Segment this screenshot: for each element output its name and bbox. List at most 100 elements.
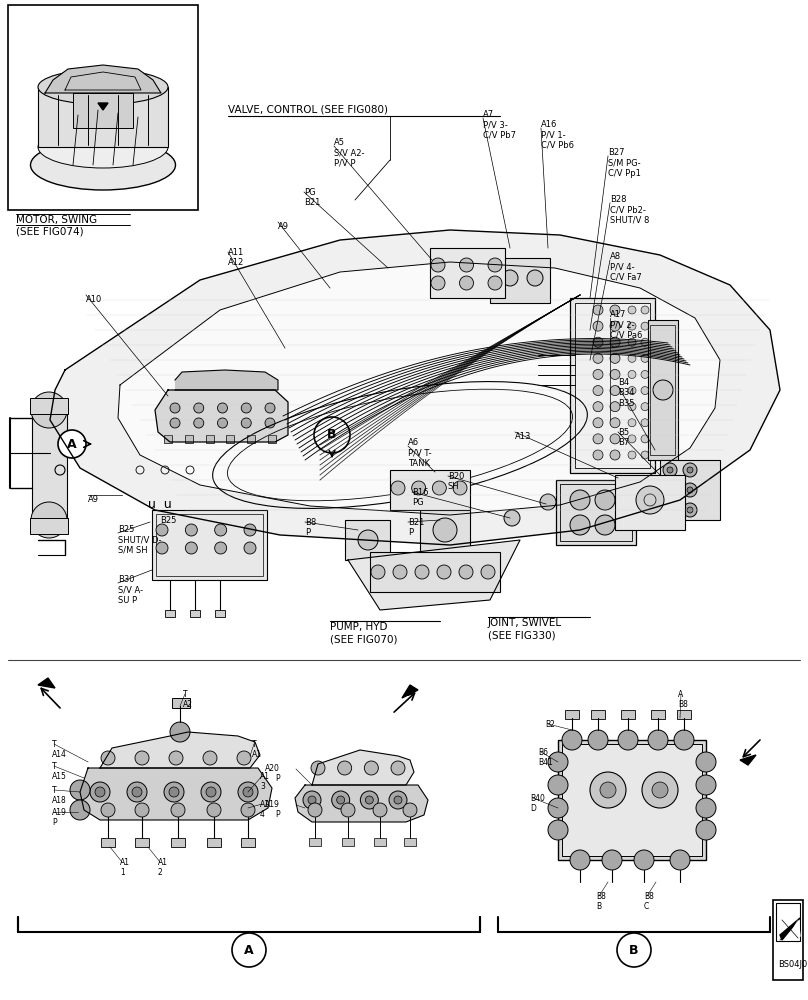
Circle shape (70, 780, 90, 800)
Text: B2: B2 (545, 720, 555, 729)
Circle shape (653, 380, 673, 400)
Circle shape (338, 761, 351, 775)
Circle shape (617, 933, 651, 967)
Text: A6
P/V T-
TANK: A6 P/V T- TANK (408, 438, 431, 468)
Circle shape (562, 730, 582, 750)
Circle shape (641, 451, 649, 459)
Polygon shape (100, 732, 260, 768)
Circle shape (135, 751, 149, 765)
Circle shape (459, 565, 473, 579)
Circle shape (610, 434, 620, 444)
Circle shape (634, 850, 654, 870)
Circle shape (241, 803, 255, 817)
Text: JOINT, SWIVEL: JOINT, SWIVEL (488, 618, 562, 628)
Text: B21
P: B21 P (408, 518, 424, 537)
Circle shape (460, 258, 473, 272)
Text: B16
PG: B16 PG (412, 488, 428, 507)
Circle shape (593, 337, 603, 347)
Circle shape (595, 490, 615, 510)
Text: u  u: u u (148, 498, 172, 511)
Bar (38, 87, 168, 147)
Circle shape (203, 751, 217, 765)
Circle shape (314, 417, 350, 453)
Polygon shape (295, 785, 428, 822)
Circle shape (696, 820, 716, 840)
Circle shape (217, 418, 228, 428)
Text: (SEE FIG070): (SEE FIG070) (330, 634, 398, 644)
Bar (565, 710, 579, 719)
Circle shape (242, 403, 251, 413)
Circle shape (593, 305, 603, 315)
Circle shape (628, 403, 636, 411)
Polygon shape (80, 768, 272, 820)
Ellipse shape (38, 70, 168, 104)
Circle shape (652, 782, 668, 798)
Circle shape (217, 403, 228, 413)
Circle shape (207, 803, 221, 817)
Circle shape (243, 787, 253, 797)
Text: T
A1: T A1 (252, 740, 262, 759)
Bar (558, 740, 706, 860)
Circle shape (365, 796, 373, 804)
Bar (560, 484, 632, 541)
Circle shape (610, 450, 620, 460)
Text: A5
S/V A2-
P/V P: A5 S/V A2- P/V P (334, 138, 364, 168)
Text: T
A18: T A18 (52, 786, 67, 805)
Polygon shape (98, 103, 108, 110)
Bar (404, 838, 416, 846)
Bar (172, 698, 190, 708)
Circle shape (641, 387, 649, 395)
Circle shape (610, 353, 620, 363)
Circle shape (265, 418, 275, 428)
Polygon shape (118, 262, 720, 515)
Polygon shape (175, 370, 278, 390)
Circle shape (431, 258, 445, 272)
Circle shape (641, 322, 649, 330)
Circle shape (169, 787, 179, 797)
Bar (570, 298, 655, 473)
Text: T
A15: T A15 (52, 762, 67, 781)
Bar (370, 552, 500, 592)
Text: (SEE FIG330): (SEE FIG330) (488, 630, 556, 640)
Circle shape (156, 524, 168, 536)
Bar (156, 514, 263, 576)
Bar (490, 258, 550, 303)
Circle shape (488, 258, 502, 272)
Text: A10: A10 (86, 295, 103, 304)
Bar (430, 248, 505, 298)
Circle shape (185, 542, 197, 554)
Circle shape (593, 353, 603, 363)
Text: A1
3: A1 3 (260, 772, 270, 791)
Circle shape (687, 507, 693, 513)
Text: B20
SH: B20 SH (448, 472, 465, 491)
Bar (420, 508, 470, 553)
Circle shape (641, 338, 649, 346)
Text: A
B8: A B8 (678, 690, 688, 709)
Text: A13: A13 (515, 432, 532, 441)
Circle shape (453, 481, 467, 495)
Circle shape (488, 276, 502, 290)
Circle shape (194, 418, 204, 428)
Bar (207, 838, 221, 847)
Circle shape (481, 565, 495, 579)
Bar (152, 510, 267, 580)
Circle shape (610, 386, 620, 396)
Circle shape (58, 430, 86, 458)
Polygon shape (780, 918, 800, 940)
Text: B25: B25 (160, 516, 176, 525)
Circle shape (164, 782, 184, 802)
Bar (615, 475, 685, 530)
Circle shape (610, 337, 620, 347)
Text: VALVE, CONTROL (SEE FIG080): VALVE, CONTROL (SEE FIG080) (228, 105, 388, 115)
Circle shape (590, 772, 626, 808)
Polygon shape (740, 755, 756, 765)
Text: B27
S/M PG-
C/V Pp1: B27 S/M PG- C/V Pp1 (608, 148, 641, 178)
Bar (776, 903, 800, 941)
Bar (650, 325, 675, 455)
Text: A1
4: A1 4 (260, 800, 270, 819)
Circle shape (185, 524, 197, 536)
Bar (556, 480, 636, 545)
Text: B4
B34
B35: B4 B34 B35 (618, 378, 634, 408)
Text: B8
C: B8 C (644, 892, 654, 911)
Text: B: B (327, 428, 337, 442)
